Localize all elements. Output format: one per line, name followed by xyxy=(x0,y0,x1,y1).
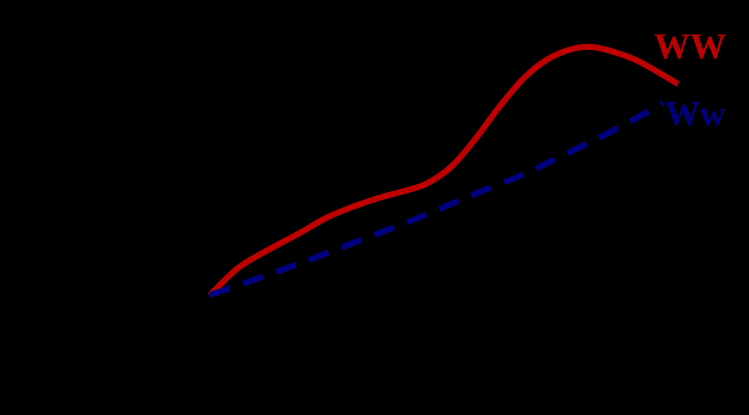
series-label-ww-solid: WW xyxy=(654,26,726,66)
series-label-ww-dashed: Ww xyxy=(665,94,726,133)
series-line-ww-dashed xyxy=(209,100,665,298)
series-line-ww-solid xyxy=(207,43,680,298)
